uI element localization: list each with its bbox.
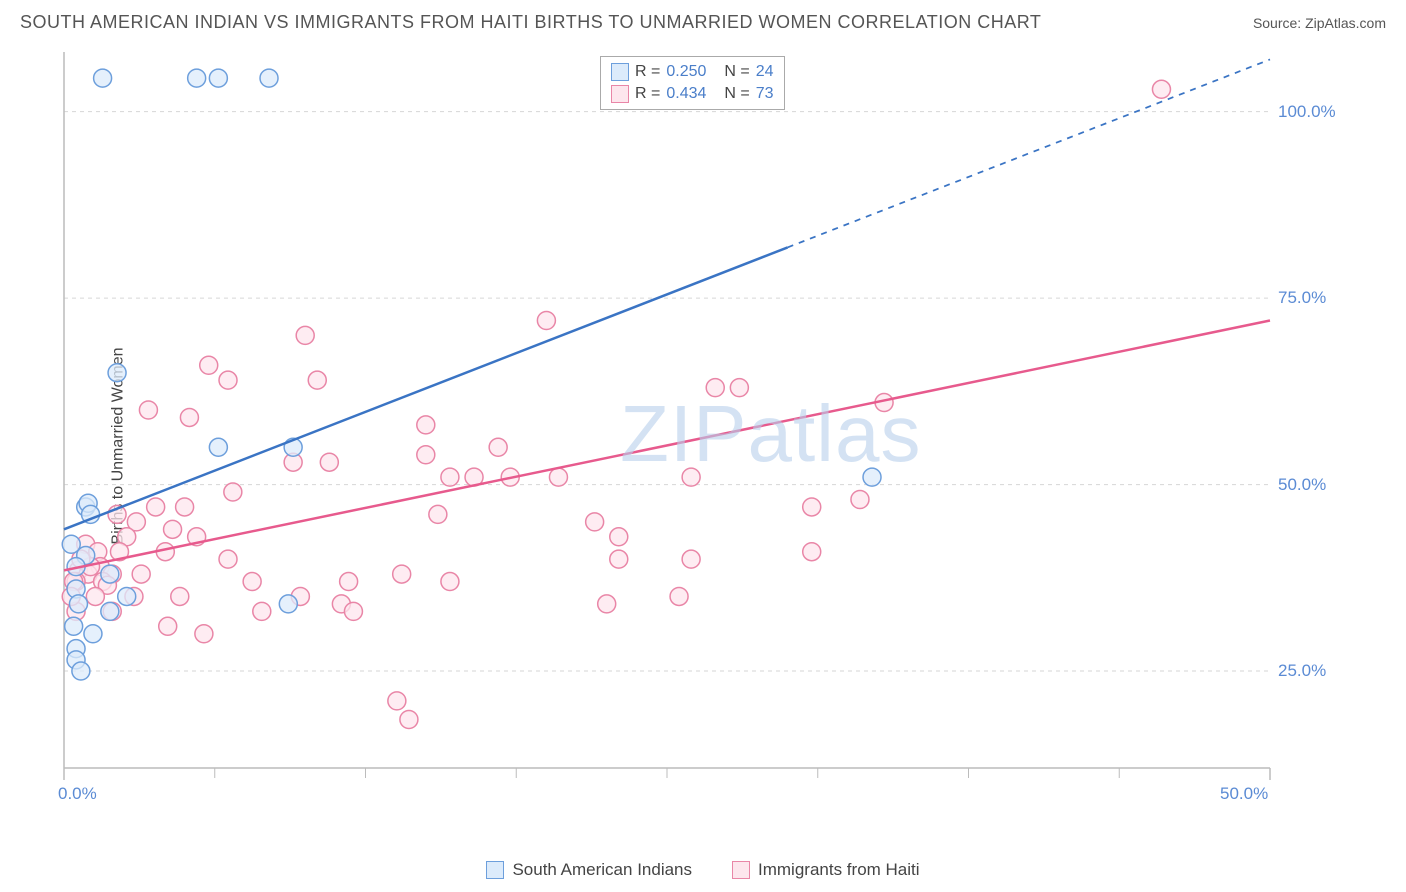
legend-swatch-icon bbox=[486, 861, 504, 879]
legend-stat-row: R =0.434N =73 bbox=[611, 83, 774, 105]
title-bar: SOUTH AMERICAN INDIAN VS IMMIGRANTS FROM… bbox=[0, 0, 1406, 41]
legend-stat-row: R =0.250N =24 bbox=[611, 61, 774, 83]
legend-series-item: South American Indians bbox=[486, 860, 692, 880]
x-axis-tick-label: 0.0% bbox=[58, 784, 97, 804]
y-grid-label: 100.0% bbox=[1278, 102, 1336, 122]
legend-stats: R =0.250N =24R =0.434N =73 bbox=[600, 56, 785, 110]
legend-swatch-icon bbox=[732, 861, 750, 879]
y-grid-label: 50.0% bbox=[1278, 475, 1326, 495]
legend-series-label: South American Indians bbox=[512, 860, 692, 880]
legend-series: South American Indians Immigrants from Ha… bbox=[0, 860, 1406, 880]
chart-title: SOUTH AMERICAN INDIAN VS IMMIGRANTS FROM… bbox=[20, 12, 1041, 33]
legend-series-item: Immigrants from Haiti bbox=[732, 860, 920, 880]
chart-area: ZIPatlas R =0.250N =24R =0.434N =73 25.0… bbox=[60, 48, 1390, 828]
source: Source: ZipAtlas.com bbox=[1253, 15, 1386, 31]
scatter-plot bbox=[60, 48, 1330, 808]
source-label: Source: bbox=[1253, 15, 1305, 31]
legend-swatch-icon bbox=[611, 63, 629, 81]
legend-series-label: Immigrants from Haiti bbox=[758, 860, 920, 880]
legend-swatch-icon bbox=[611, 85, 629, 103]
y-grid-label: 25.0% bbox=[1278, 661, 1326, 681]
y-grid-label: 75.0% bbox=[1278, 288, 1326, 308]
source-value: ZipAtlas.com bbox=[1305, 15, 1386, 31]
x-axis-tick-label: 50.0% bbox=[1220, 784, 1268, 804]
